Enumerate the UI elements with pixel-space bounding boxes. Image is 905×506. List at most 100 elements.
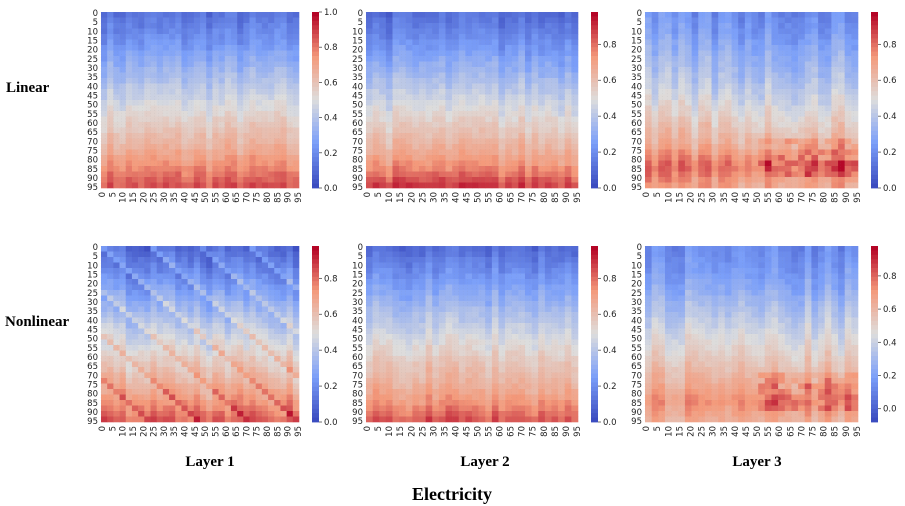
heatmap-cell: [224, 262, 232, 269]
heatmap-cell: [544, 284, 552, 291]
heatmap-cell: [372, 111, 380, 117]
heatmap-cell: [798, 133, 806, 139]
heatmap-cell: [187, 251, 195, 258]
heatmap-cell: [274, 378, 281, 384]
heatmap-cell: [200, 257, 207, 263]
heatmap-cell: [804, 105, 812, 112]
heatmap-cell: [525, 23, 532, 29]
heatmap-cell: [485, 116, 493, 123]
heatmap-cell: [844, 78, 852, 84]
heatmap-cell: [419, 328, 426, 335]
heatmap-cell: [658, 89, 666, 95]
heatmap-cell: [224, 56, 232, 62]
heatmap-cell: [704, 171, 712, 178]
heatmap-cell: [412, 295, 420, 302]
heatmap-cell: [218, 182, 226, 189]
heatmap-cell: [150, 78, 157, 84]
heatmap-cell: [791, 149, 799, 156]
heatmap-cell: [162, 361, 170, 368]
heatmap-cell: [558, 61, 566, 68]
heatmap-cell: [558, 78, 566, 84]
heatmap-cell: [162, 56, 170, 62]
heatmap-cell: [498, 182, 506, 189]
heatmap-cell: [704, 133, 712, 139]
heatmap-cell: [664, 89, 672, 95]
heatmap-cell: [425, 100, 433, 106]
heatmap-cell: [412, 317, 420, 324]
heatmap-cell: [200, 323, 207, 329]
heatmap-cell: [551, 83, 559, 90]
heatmap-cell: [385, 262, 393, 269]
heatmap-cell: [405, 295, 413, 302]
colorbar-segment: [871, 51, 878, 57]
heatmap-cell: [156, 133, 164, 139]
heatmap-cell: [525, 268, 532, 274]
heatmap-cell: [645, 116, 652, 123]
heatmap-cell: [764, 45, 772, 51]
heatmap-cell: [131, 400, 139, 406]
y-tick-label: 40: [87, 82, 98, 92]
heatmap-cell: [465, 28, 473, 35]
heatmap-cell: [187, 122, 195, 128]
heatmap-cell: [187, 100, 195, 106]
heatmap-cell: [131, 273, 139, 280]
heatmap-cell: [243, 295, 250, 302]
heatmap-cell: [458, 301, 466, 307]
heatmap-cell: [711, 56, 719, 62]
heatmap-cell: [458, 290, 466, 296]
heatmap-cell: [212, 23, 219, 29]
heatmap-cell: [811, 72, 819, 79]
heatmap-cell: [778, 72, 786, 79]
heatmap-cell: [458, 56, 466, 62]
heatmap-cell: [425, 290, 433, 296]
heatmap-cell: [212, 100, 219, 106]
heatmap-cell: [744, 133, 752, 139]
heatmap-cell: [237, 12, 244, 18]
heatmap-cell: [366, 295, 373, 302]
heatmap-cell: [175, 356, 182, 362]
heatmap-cell: [230, 105, 238, 112]
heatmap-cell: [206, 345, 213, 351]
heatmap-cell: [419, 94, 426, 101]
heatmap-cell: [498, 127, 506, 134]
heatmap-cell: [193, 334, 201, 340]
heatmap-cell: [138, 273, 145, 280]
heatmap-cell: [181, 61, 188, 68]
heatmap-cell: [261, 312, 269, 318]
heatmap-cell: [452, 177, 460, 183]
heatmap-cell: [206, 17, 213, 24]
heatmap-cell: [412, 61, 420, 68]
colorbar-segment: [591, 73, 598, 79]
heatmap-cell: [452, 171, 460, 178]
heatmap-cell: [212, 45, 219, 51]
heatmap-cell: [385, 100, 393, 106]
heatmap-cell: [268, 12, 275, 18]
heatmap-cell: [684, 100, 692, 106]
heatmap-cell: [811, 100, 819, 106]
heatmap-cell: [131, 317, 139, 324]
heatmap-cell: [212, 111, 219, 117]
colorbar-segment: [591, 69, 598, 74]
heatmap-cell: [138, 361, 145, 368]
heatmap-cell: [131, 89, 139, 95]
heatmap-cell: [698, 116, 706, 123]
heatmap-cell: [261, 394, 269, 401]
heatmap-cell: [101, 268, 108, 274]
heatmap-cell: [412, 160, 420, 167]
y-tick-label: 35: [87, 73, 98, 83]
heatmap-cell: [286, 39, 294, 46]
heatmap-cell: [498, 334, 506, 340]
x-tick-label: 90: [284, 192, 294, 203]
heatmap-cell: [268, 149, 275, 156]
colorbar-segment: [312, 259, 319, 264]
heatmap-cell: [274, 411, 281, 417]
heatmap-cell: [125, 67, 133, 73]
heatmap-cell: [366, 94, 373, 101]
heatmap-cell: [445, 262, 453, 269]
heatmap-cell: [472, 94, 479, 101]
heatmap-cell: [811, 50, 819, 57]
heatmap-cell: [452, 295, 460, 302]
heatmap-cell: [571, 246, 579, 252]
heatmap-cell: [731, 177, 739, 183]
heatmap-cell: [671, 171, 679, 178]
